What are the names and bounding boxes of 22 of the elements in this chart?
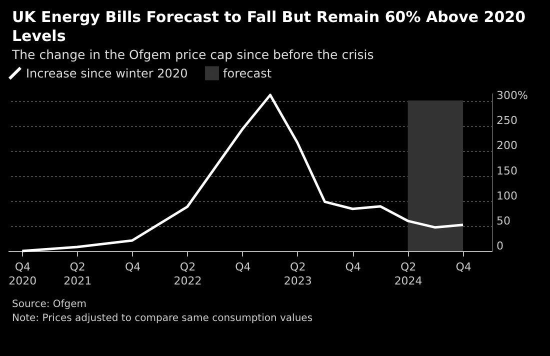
source-note: Source: Ofgem: [12, 298, 88, 312]
x-tick-label: Q4: [124, 260, 141, 274]
x-tick-label: Q4: [345, 260, 361, 274]
y-tick-label: 0: [496, 240, 504, 252]
y-tick-label: 250: [496, 114, 518, 128]
y-tick-label: 300%: [496, 89, 528, 102]
chart-title: UK Energy Bills Forecast to Fall But Remain 60% Above 2020 Levels: [11, 7, 527, 46]
x-tick-label: Q4: [235, 260, 251, 274]
x-tick-label: Q2 2023: [284, 260, 312, 288]
chart-subtitle: The change in the Ofgem price cap since before the crisis: [11, 46, 375, 62]
y-tick-label: 50: [496, 214, 510, 228]
x-tick-label: Q2 2021: [64, 260, 92, 288]
x-tick-label: Q2 2022: [174, 260, 202, 288]
y-tick-label: 150: [496, 164, 518, 178]
x-tick-label: Q4 2020: [8, 260, 37, 288]
text: Note: Prices adjusted to compare same consumption values: [12, 312, 314, 326]
x-tick-label: Q2 2024: [394, 260, 422, 288]
legend-label: Increase since winter 2020: [26, 66, 188, 80]
y-tick-label: 200: [496, 139, 518, 152]
legend-label: forecast: [223, 66, 272, 80]
x-tick-label: Q4: [456, 260, 472, 274]
y-tick-label: 100: [496, 189, 518, 202]
